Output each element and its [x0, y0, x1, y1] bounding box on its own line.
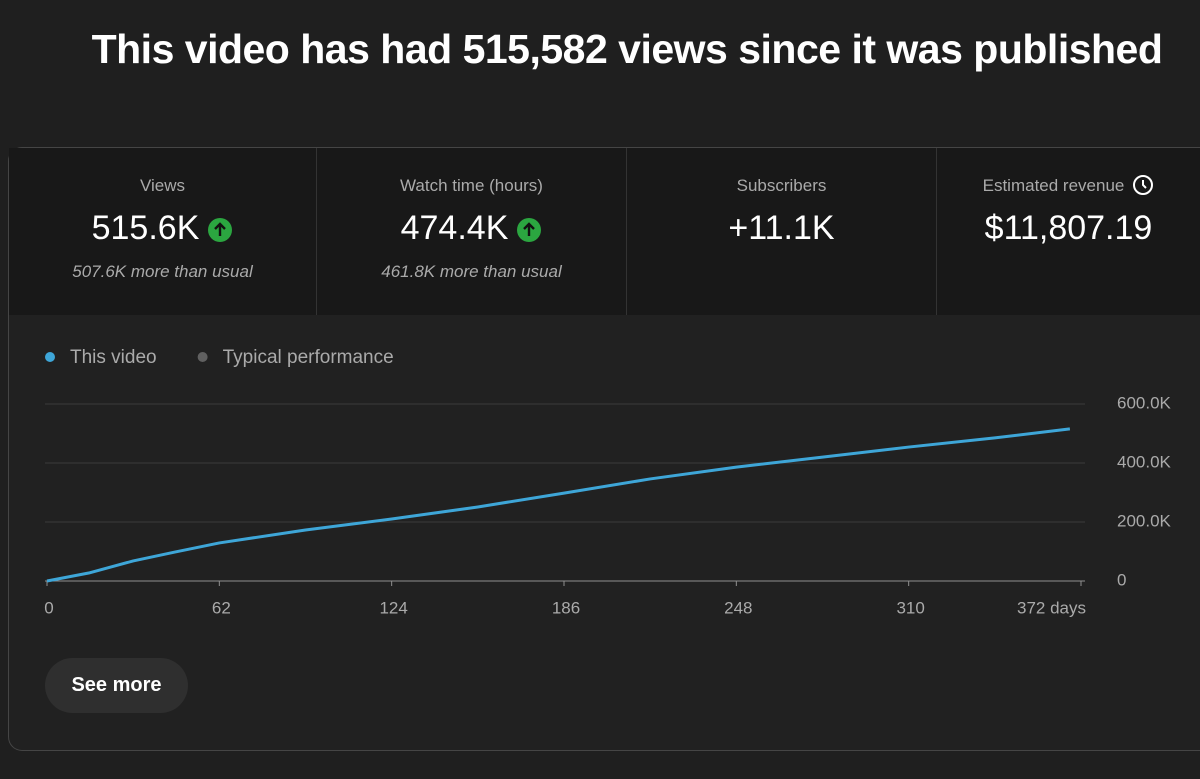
metric-card[interactable]: Subscribers +11.1K [627, 148, 937, 315]
see-more-button[interactable]: See more [45, 658, 188, 713]
legend-dot [45, 352, 55, 362]
metric-value: 515.6K [91, 209, 200, 247]
x-tick-label: 0 [44, 598, 53, 617]
metric-note: 507.6K more than usual [72, 262, 253, 281]
metric-label: Watch time (hours) [400, 176, 543, 195]
metric-card[interactable]: Views 515.6K 507.6K more than usual [9, 148, 317, 315]
metric-label: Views [139, 176, 186, 195]
page-title: This video has had 515,582 views since i… [91, 26, 1163, 72]
x-tick-label: 186 [552, 598, 580, 617]
x-tick-label: 310 [896, 598, 924, 617]
y-tick-label: 200.0K [1117, 511, 1172, 530]
clock-icon[interactable] [1132, 174, 1154, 196]
metric-card[interactable]: Estimated revenue $11,807.19 [937, 148, 1200, 315]
up-icon [517, 218, 542, 243]
metric-value: +11.1K [728, 209, 835, 247]
x-tick-label: 124 [379, 598, 407, 617]
metric-card[interactable]: Watch time (hours) 474.4K 461.8K more th… [317, 148, 627, 315]
metric-label: Estimated revenue [982, 176, 1125, 195]
data-line [46, 427, 1071, 583]
legend-label: Typical performance [223, 347, 394, 368]
metric-value: $11,807.19 [984, 209, 1153, 247]
y-tick-label: 600.0K [1117, 393, 1172, 412]
y-tick-label: 400.0K [1117, 452, 1172, 471]
legend-label: This video [70, 347, 157, 368]
y-tick-label: 0 [1117, 570, 1126, 589]
x-tick-label: 248 [724, 598, 752, 617]
x-tick-label: 372 days [1017, 598, 1086, 617]
metric-value: 474.4K [400, 209, 509, 247]
legend-dot [197, 352, 208, 362]
metric-note: 461.8K more than usual [381, 262, 562, 281]
up-icon [208, 218, 233, 243]
metric-label: Subscribers [736, 176, 827, 195]
x-tick-label: 62 [212, 598, 231, 617]
